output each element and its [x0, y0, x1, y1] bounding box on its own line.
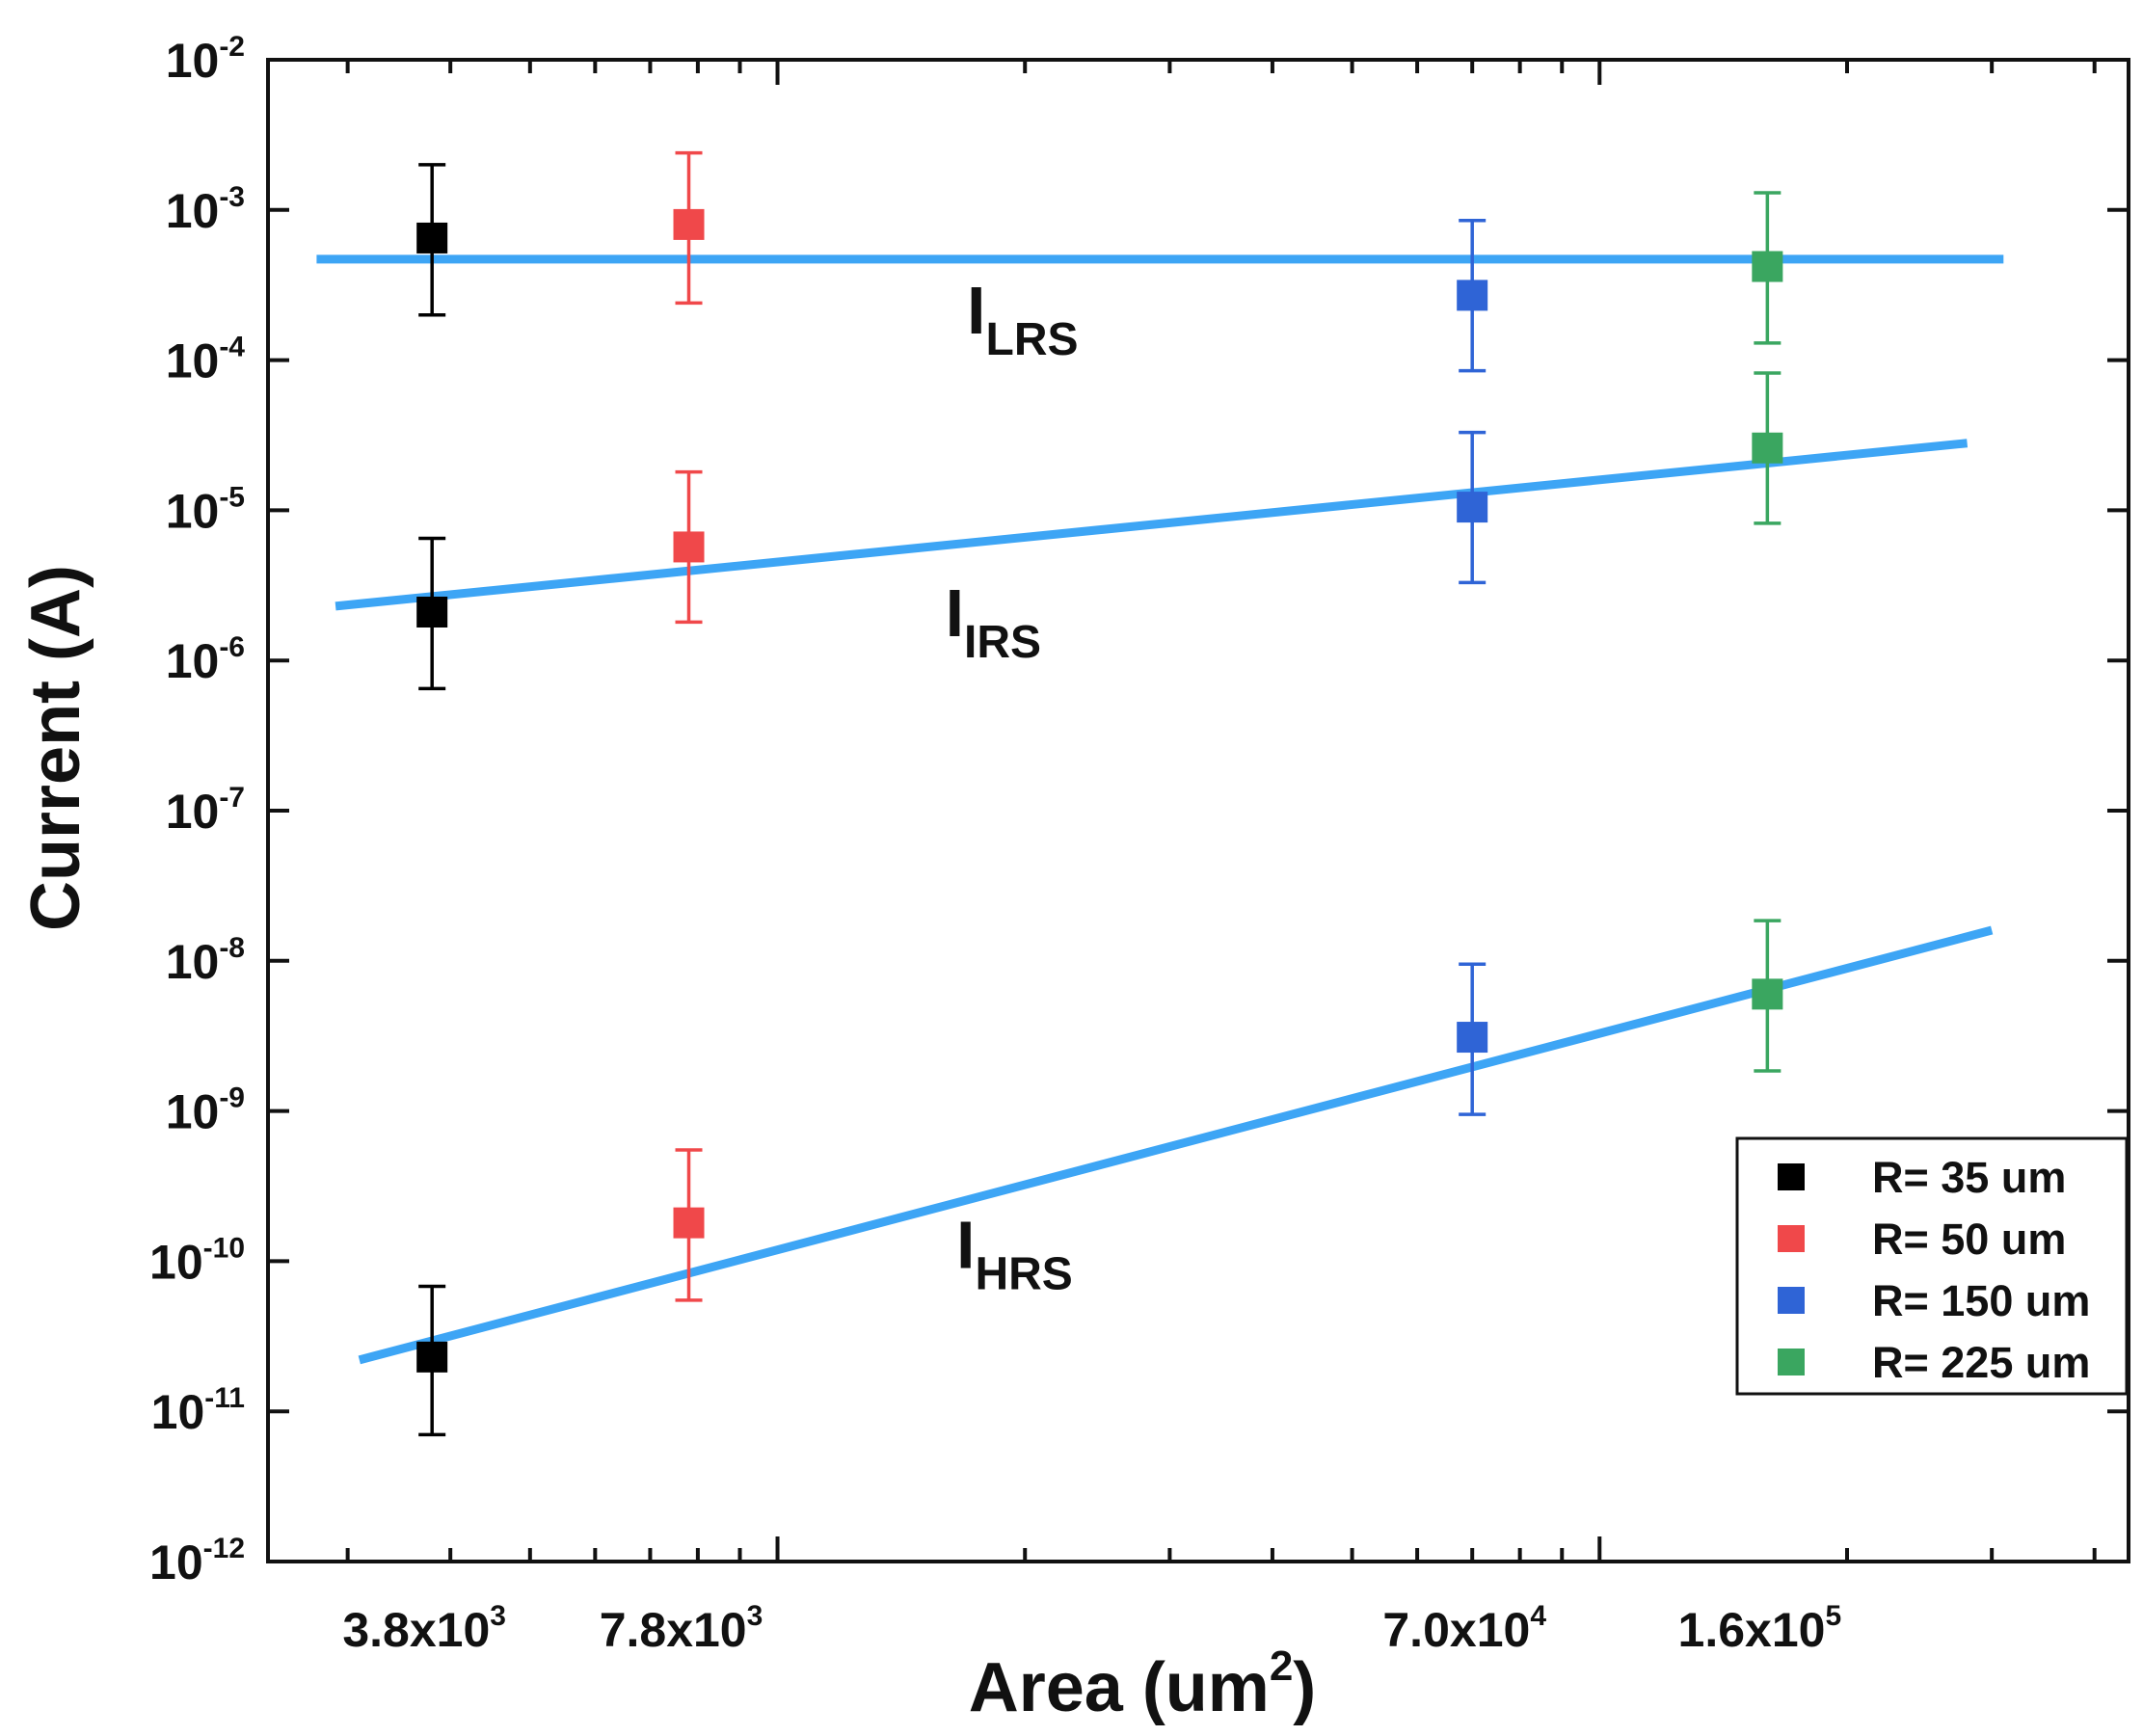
y-tick-label-exponent: -4: [219, 332, 245, 363]
y-tick-label: 10-10: [149, 1232, 245, 1289]
y-tick-label-exponent: -7: [219, 782, 245, 814]
y-tick-label-exponent: -10: [203, 1232, 245, 1264]
curve-label-hrs: IHRS: [956, 1208, 1073, 1300]
legend-entry-label: R= 50 um: [1872, 1215, 2066, 1264]
curve-label-subscript: LRS: [986, 314, 1079, 365]
y-tick-label: 10-2: [166, 31, 245, 88]
y-tick-label-exponent: -8: [219, 932, 245, 964]
curve-label-main: I: [967, 273, 985, 348]
y-axis-ticks: 10-210-310-410-510-610-710-810-910-1010-…: [149, 31, 2129, 1589]
legend-marker: [1778, 1287, 1805, 1314]
y-tick-label-base: 10: [151, 1385, 205, 1439]
y-tick-label: 10-4: [166, 332, 246, 388]
data-point-hrs: [416, 1341, 448, 1373]
y-tick-label-exponent: -5: [219, 481, 245, 513]
legend-entry-label: R= 35 um: [1872, 1153, 2066, 1202]
y-tick-label-base: 10: [166, 34, 220, 88]
y-tick-label-base: 10: [166, 935, 220, 989]
data-point-irs: [1752, 432, 1783, 464]
y-axis-title: Current (A): [17, 565, 94, 931]
y-tick-label-base: 10: [166, 634, 220, 688]
x-tick-label: 7.0x104: [1382, 1600, 1546, 1657]
data-point-hrs: [1457, 1022, 1488, 1054]
x-tick-label-base: 7.0x10: [1382, 1603, 1530, 1657]
data-point-lrs: [1457, 280, 1488, 311]
y-tick-label: 10-5: [166, 481, 245, 538]
y-tick-label: 10-3: [166, 181, 245, 238]
curve-label-irs: IIRS: [946, 575, 1041, 668]
data-point-lrs: [1752, 251, 1783, 282]
legend-entry-label: R= 225 um: [1872, 1338, 2090, 1387]
y-tick-label-exponent: -6: [219, 631, 245, 663]
data-point-irs: [1457, 492, 1488, 523]
x-tick-label: 7.8x103: [600, 1600, 763, 1657]
y-tick-label-base: 10: [166, 184, 220, 238]
x-tick-label-exponent: 5: [1825, 1600, 1841, 1632]
y-tick-label: 10-6: [166, 631, 245, 688]
curve-label-main: I: [946, 575, 964, 651]
x-axis-ticks: 3.8x103 7.8x103 7.0x104 1.6x105: [342, 60, 2097, 1657]
curve-label-subscript: IRS: [964, 617, 1041, 668]
y-tick-label-exponent: -3: [219, 181, 245, 213]
fit-line-irs: [335, 439, 1969, 611]
curve-label-lrs: ILRS: [967, 273, 1078, 365]
data-point-hrs: [673, 1207, 705, 1239]
data-point-lrs: [673, 208, 705, 240]
x-tick-label-base: 7.8x10: [600, 1603, 747, 1657]
x-axis-title-text: Area (um: [969, 1649, 1270, 1726]
x-tick-label: 3.8x103: [342, 1600, 506, 1657]
data-point-irs: [673, 531, 705, 563]
fit-lines: [316, 254, 2004, 1365]
x-tick-label-base: 1.6x10: [1678, 1603, 1826, 1657]
legend-marker: [1778, 1349, 1805, 1375]
data-point-hrs: [1752, 978, 1783, 1010]
y-tick-label-base: 10: [166, 484, 220, 538]
y-tick-label-exponent: -11: [204, 1382, 245, 1414]
legend-marker: [1778, 1163, 1805, 1190]
y-tick-label-base: 10: [166, 785, 220, 839]
x-tick-label: 1.6x105: [1678, 1600, 1842, 1657]
data-point-irs: [416, 596, 448, 628]
y-tick-label-exponent: -2: [219, 31, 245, 63]
y-tick-label: 10-8: [166, 932, 245, 989]
legend-marker: [1778, 1225, 1805, 1252]
legend-entry-label: R= 150 um: [1872, 1276, 2090, 1325]
data-points: [416, 150, 1783, 1437]
x-tick-label-base: 3.8x10: [342, 1603, 490, 1657]
y-tick-label-exponent: -9: [219, 1082, 245, 1114]
curve-label-subscript: HRS: [975, 1249, 1072, 1300]
y-tick-label-base: 10: [149, 1536, 203, 1589]
x-axis-title-suffix: ): [1293, 1649, 1316, 1726]
x-axis-title-exponent: 2: [1270, 1643, 1293, 1690]
y-tick-label: 10-7: [166, 782, 245, 839]
x-tick-label-exponent: 3: [490, 1600, 506, 1632]
y-tick-label-base: 10: [149, 1235, 203, 1289]
fit-line-hrs: [358, 925, 1994, 1365]
x-tick-label-exponent: 4: [1530, 1600, 1546, 1632]
x-tick-label-exponent: 3: [747, 1600, 763, 1632]
legend: R= 35 um R= 50 um R= 150 um R= 225 um: [1735, 1136, 2129, 1396]
data-point-lrs: [416, 222, 448, 254]
x-axis-title: Area (um2): [969, 1643, 1317, 1726]
y-tick-label-base: 10: [166, 334, 220, 388]
y-tick-label: 10-12: [149, 1533, 245, 1589]
curve-label-main: I: [956, 1208, 975, 1283]
y-tick-label: 10-11: [151, 1382, 245, 1439]
y-tick-label-base: 10: [166, 1085, 220, 1139]
y-tick-label-exponent: -12: [203, 1533, 245, 1564]
y-tick-label: 10-9: [166, 1082, 245, 1139]
